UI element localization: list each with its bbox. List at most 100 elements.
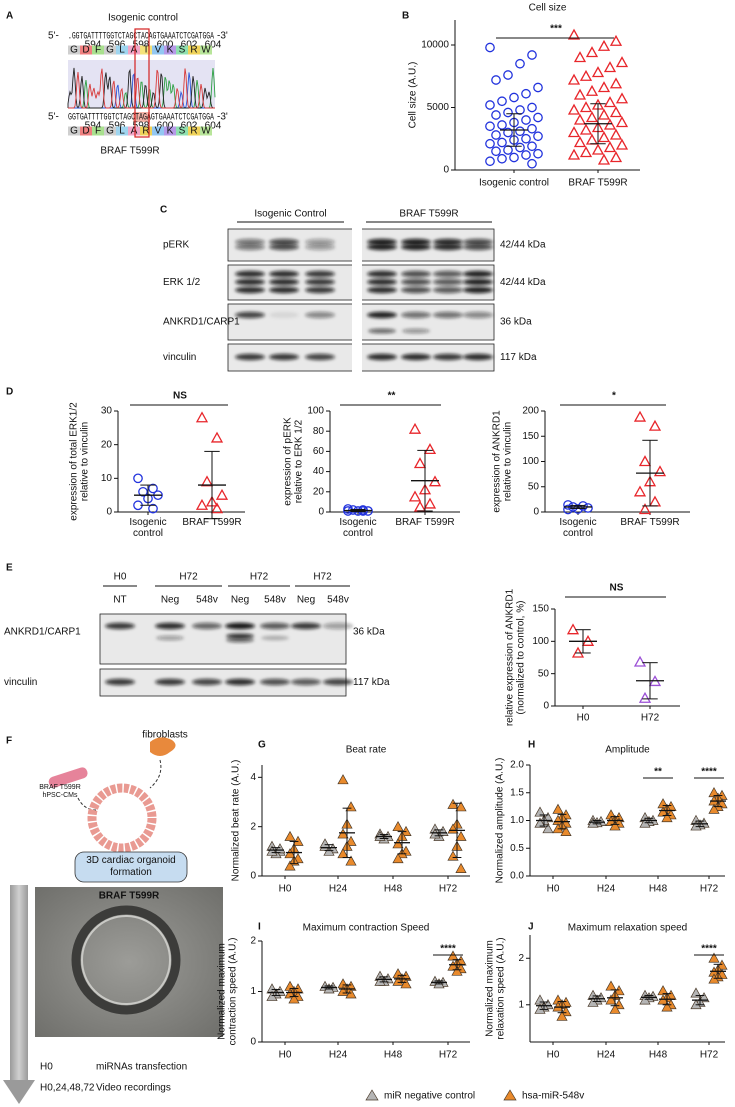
data-point	[521, 88, 531, 99]
five-prime: 5'-	[48, 112, 59, 123]
data-point	[509, 92, 519, 103]
data-point	[503, 145, 513, 155]
data-point	[392, 820, 404, 832]
data-point	[423, 497, 437, 509]
data-point	[533, 112, 543, 123]
x-tick-label: H72	[700, 884, 719, 895]
data-point	[615, 138, 629, 150]
legend-label: hsa-miR-548v	[522, 1091, 584, 1102]
y-tick-label: 0	[250, 1037, 256, 1048]
y-tick-label: 4	[250, 772, 256, 783]
data-point	[605, 980, 617, 991]
data-point	[521, 133, 531, 144]
data-point	[605, 994, 617, 1005]
y-axis-label: expression of pERK	[283, 417, 294, 506]
data-point	[585, 111, 599, 123]
data-point	[497, 153, 507, 164]
y-tick-label: 60	[313, 446, 325, 457]
timeline-arrow-head	[3, 1080, 35, 1104]
x-tick-label: Isogenic control	[339, 517, 377, 539]
blot-size: 117 kDa	[500, 352, 537, 363]
data-point	[567, 148, 581, 160]
residue: V	[155, 126, 162, 137]
data-point	[195, 411, 209, 423]
data-point	[609, 1003, 621, 1014]
significance-label: **	[654, 767, 662, 778]
data-point	[497, 137, 507, 148]
y-axis-label: Cell size (A.U.)	[408, 62, 419, 129]
y-tick-label: 0.0	[510, 871, 524, 882]
residue: G	[70, 126, 78, 137]
data-point	[491, 146, 501, 157]
y-tick-label: 5000	[427, 102, 450, 113]
legend-swatch	[365, 1089, 379, 1101]
time-group: H0	[114, 572, 127, 583]
data-point	[527, 123, 537, 134]
blot-size: 42/44 kDa	[500, 277, 546, 288]
blot-band	[367, 238, 397, 246]
x-tick-label: Isogenic control	[479, 178, 549, 189]
data-point	[503, 70, 513, 80]
residue-box	[68, 126, 80, 136]
blot-band	[463, 353, 493, 361]
residue: G	[106, 45, 114, 56]
y-tick-label: 10000	[421, 40, 449, 51]
residue-box	[92, 126, 104, 136]
data-point	[288, 993, 300, 1004]
data-point	[455, 862, 467, 873]
data-point	[653, 465, 667, 477]
blot-band	[323, 678, 353, 686]
blot-band	[269, 238, 299, 246]
significance-label: *	[612, 391, 616, 402]
x-tick-label: H0	[279, 884, 292, 895]
y-tick-label: 0	[106, 507, 112, 518]
data-point	[451, 965, 463, 976]
y-tick-label: 1	[518, 999, 524, 1010]
data-point	[148, 483, 158, 494]
five-prime: 5'-	[48, 31, 59, 42]
data-point	[609, 34, 623, 46]
y-tick-label: 2	[250, 821, 256, 832]
x-tick-label: BRAF T599R	[620, 517, 680, 528]
y-tick-label: 20	[313, 486, 325, 497]
panel-letter: H	[528, 740, 535, 751]
position: 602	[181, 121, 198, 132]
blot-band	[235, 238, 265, 246]
y-axis-label: relaxation speed (A.U.)	[496, 937, 507, 1039]
position: 598	[133, 40, 150, 51]
data-point	[603, 96, 617, 108]
data-point	[491, 75, 501, 85]
x-tick-label-box: BRAF T599R	[620, 517, 680, 528]
data-point	[413, 457, 427, 469]
data-point	[657, 806, 669, 817]
cell-label: BRAF T599R hPSC-CMs	[39, 784, 81, 799]
blot-band	[305, 278, 335, 286]
data-point	[567, 28, 581, 40]
data-point	[345, 855, 357, 866]
position: 596	[109, 121, 126, 132]
y-tick-label: 1	[250, 986, 256, 997]
blot-row	[99, 613, 347, 665]
residue: K	[167, 126, 174, 137]
blot-band	[433, 278, 463, 286]
residue-box	[80, 126, 92, 136]
data-point	[527, 50, 537, 60]
residue: F	[95, 126, 101, 137]
blot-band	[367, 286, 397, 294]
x-tick-label-box: Isogenic control	[339, 517, 377, 539]
data-point	[648, 419, 662, 431]
y-tick-label: 2	[518, 953, 524, 964]
data-point	[533, 131, 543, 142]
blot-band	[225, 678, 255, 686]
blot-band	[401, 278, 431, 286]
blot-row-label: ANKRD1/CARP1	[163, 317, 240, 328]
residue-box	[116, 45, 128, 55]
data-point	[571, 646, 585, 658]
blot-band	[269, 311, 299, 319]
position: 594	[85, 40, 102, 51]
data-point	[423, 443, 437, 455]
x-tick-label: H24	[329, 1050, 348, 1061]
x-tick-label: Isogenic control	[559, 517, 597, 539]
blot-band	[235, 270, 265, 278]
